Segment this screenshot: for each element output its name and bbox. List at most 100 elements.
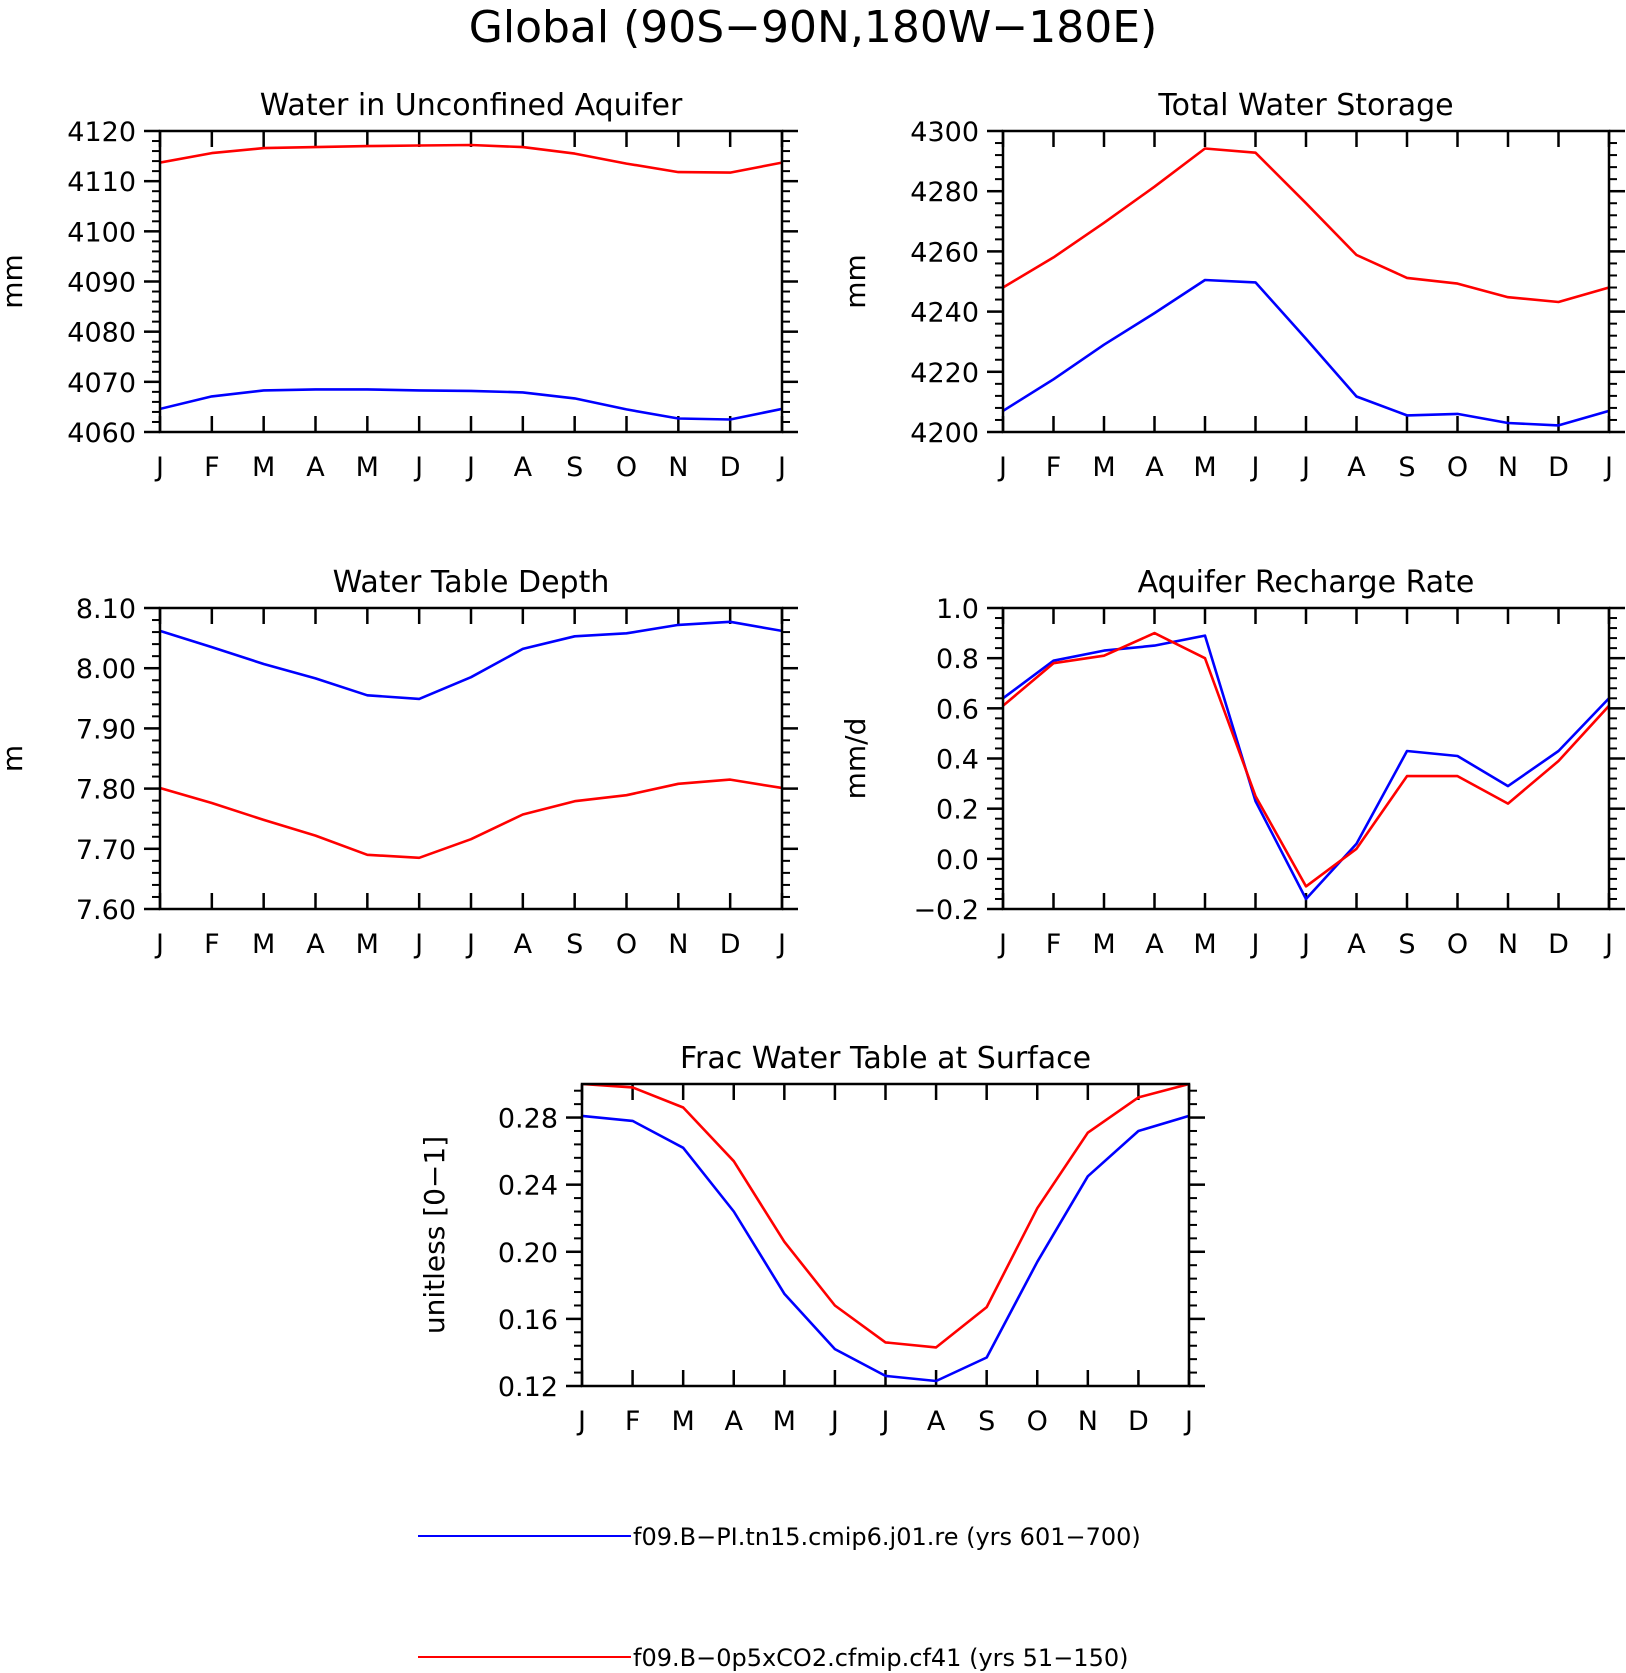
x-tick-label: J — [413, 929, 423, 960]
x-tick-label: F — [1046, 929, 1062, 960]
x-tick-label: D — [1548, 452, 1569, 483]
x-tick-label: N — [1078, 1406, 1098, 1437]
x-tick-label: A — [306, 452, 325, 483]
x-tick-label: M — [1092, 452, 1115, 483]
x-tick-label: O — [1447, 452, 1468, 483]
panel-title: Aquifer Recharge Rate — [1138, 565, 1475, 600]
y-axis-label: unitless [0−1] — [418, 1136, 451, 1334]
y-tick-label: 4200 — [910, 418, 979, 449]
red-series-line — [1003, 147, 1609, 304]
legend-label-0: f09.B−PI.tn15.cmip6.j01.re (yrs 601−700) — [633, 1523, 1141, 1551]
x-tick-label: N — [668, 452, 688, 483]
x-tick-label: N — [1498, 929, 1518, 960]
y-tick-label: 0.8 — [936, 644, 979, 675]
x-tick-label: J — [776, 929, 786, 960]
y-tick-label: 0.16 — [498, 1305, 558, 1336]
x-tick-label: S — [978, 1406, 995, 1437]
red-series-line — [160, 778, 782, 860]
x-tick-label: J — [465, 452, 475, 483]
blue-series-line — [1003, 634, 1609, 901]
plot-frame — [580, 1082, 1191, 1388]
plot-frame — [158, 129, 784, 434]
plot-frame — [1001, 129, 1611, 434]
y-tick-label: 4260 — [910, 237, 979, 268]
y-tick-label: 7.80 — [76, 775, 136, 806]
y-tick-label: 0.28 — [498, 1104, 558, 1135]
x-tick-label: J — [1183, 1406, 1193, 1437]
x-tick-label: M — [1193, 452, 1216, 483]
x-tick-label: J — [997, 929, 1007, 960]
x-tick-label: J — [829, 1406, 839, 1437]
panel-title: Water in Unconfined Aquifer — [260, 88, 683, 123]
panel-3: Water Table DepthmJFMAMJJASONDJ7.607.707… — [0, 565, 798, 960]
y-tick-label: 0.4 — [936, 745, 979, 776]
x-tick-label: N — [668, 929, 688, 960]
panel-5: Frac Water Table at Surface unitless [0−1… — [418, 1041, 1205, 1437]
x-tick-label: J — [413, 452, 423, 483]
x-tick-label: F — [1046, 452, 1062, 483]
y-tick-label: −0.2 — [913, 895, 979, 926]
y-tick-label: 0.2 — [936, 795, 979, 826]
blue-series-line — [1003, 278, 1609, 427]
red-series-line — [582, 1084, 1189, 1349]
x-tick-label: S — [566, 929, 583, 960]
x-tick-label: J — [1300, 929, 1310, 960]
x-tick-label: A — [514, 929, 533, 960]
x-tick-label: O — [616, 929, 637, 960]
x-tick-label: S — [1398, 929, 1415, 960]
x-tick-label: S — [566, 452, 583, 483]
x-tick-label: M — [1092, 929, 1115, 960]
y-tick-label: 7.90 — [76, 714, 136, 745]
y-tick-label: 4060 — [67, 418, 136, 449]
x-tick-label: J — [880, 1406, 890, 1437]
x-tick-label: J — [465, 929, 475, 960]
red-series-line — [160, 143, 782, 174]
x-tick-label: A — [1145, 929, 1164, 960]
y-tick-label: 4220 — [910, 358, 979, 389]
x-tick-label: D — [720, 452, 741, 483]
plot-frame — [158, 606, 784, 911]
x-tick-label: A — [927, 1406, 946, 1437]
y-axis-label: mm — [0, 254, 29, 309]
y-tick-label: 4080 — [67, 318, 136, 349]
red-series-line — [1003, 631, 1609, 888]
x-tick-label: A — [1347, 929, 1366, 960]
x-tick-label: J — [997, 452, 1007, 483]
x-tick-label: M — [356, 929, 379, 960]
x-tick-label: M — [252, 929, 275, 960]
x-tick-label: J — [1250, 452, 1260, 483]
legend: f09.B−PI.tn15.cmip6.j01.re (yrs 601−700)… — [418, 1523, 1141, 1672]
y-tick-label: 4280 — [910, 177, 979, 208]
y-tick-label: 4300 — [910, 117, 979, 148]
y-tick-label: 4120 — [67, 117, 136, 148]
y-tick-label: 4110 — [67, 167, 136, 198]
x-tick-label: A — [1347, 452, 1366, 483]
x-tick-label: M — [672, 1406, 695, 1437]
y-tick-label: 4240 — [910, 298, 979, 329]
x-tick-label: J — [576, 1406, 586, 1437]
x-tick-label: F — [625, 1406, 641, 1437]
x-tick-label: F — [204, 929, 220, 960]
y-tick-label: 7.70 — [76, 835, 136, 866]
y-axis-label: mm — [839, 254, 872, 309]
x-tick-label: A — [306, 929, 325, 960]
blue-series-line — [160, 620, 782, 701]
x-tick-label: A — [1145, 452, 1164, 483]
y-tick-label: 0.6 — [936, 694, 979, 725]
x-tick-label: J — [1300, 452, 1310, 483]
x-tick-label: A — [514, 452, 533, 483]
legend-label-1: f09.B−0p5xCO2.cfmip.cf41 (yrs 51−150) — [633, 1644, 1128, 1672]
figure-title: Global (90S−90N,180W−180E) — [469, 2, 1158, 53]
x-tick-label: D — [1128, 1406, 1149, 1437]
blue-series-line — [582, 1114, 1189, 1383]
y-tick-label: 0.0 — [936, 845, 979, 876]
x-tick-label: D — [1548, 929, 1569, 960]
x-tick-label: S — [1398, 452, 1415, 483]
y-tick-label: 8.10 — [76, 594, 136, 625]
